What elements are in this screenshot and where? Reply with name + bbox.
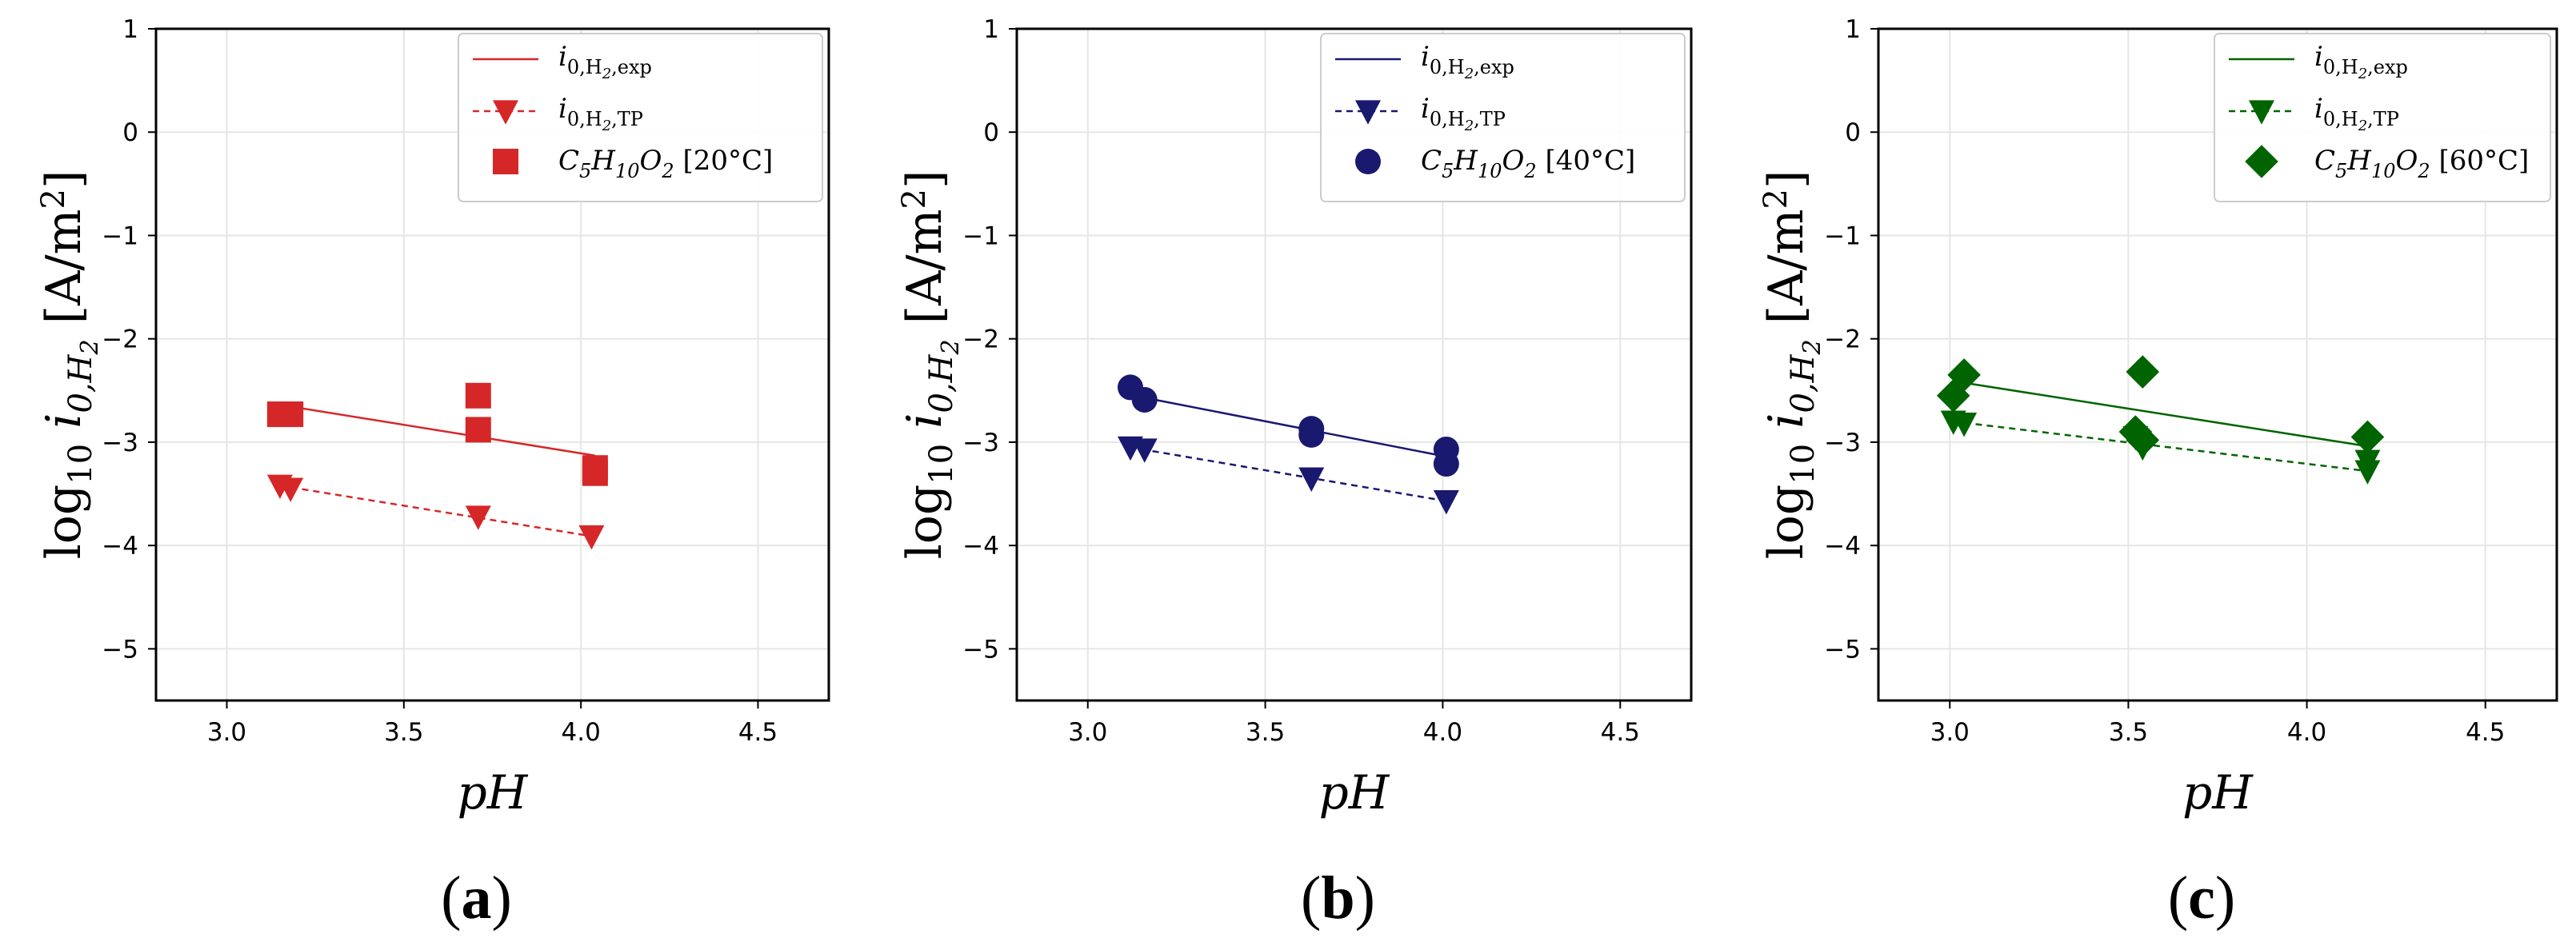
legend-label-exp: i0,H2,exp (2314, 41, 2408, 82)
legend-swatch-triangle (2249, 100, 2274, 125)
plot-frame (1015, 27, 1693, 702)
legend-box (2214, 33, 2551, 202)
legend-box (458, 33, 823, 202)
tp-triangle-point (278, 477, 304, 502)
tp-dashed-line (1953, 420, 2368, 473)
legend-label-tp: i0,H2,TP (1421, 93, 1506, 134)
data-point (1936, 378, 1970, 413)
legend: i0,H2,exp i0,H2,TP C5H10O2 [40°C] (1320, 33, 1686, 202)
data-point (465, 382, 491, 409)
legend-label-compound: C5H10O2 [40°C] (1421, 145, 1635, 182)
tp-triangle-point (2354, 460, 2381, 485)
y-tick-label: 1 (1845, 15, 1861, 44)
chart-panel-2: 3.0 3.5 4.0 4.5 1 0 −1 −2 −3 −4 −5 pH log10 i0,H2 [A… (896, 15, 1693, 932)
y-tick-label: −5 (962, 635, 999, 664)
legend-box (1320, 33, 1686, 202)
exp-fit-line (286, 405, 596, 457)
x-tick-label: 3.5 (2109, 718, 2148, 747)
data-point (2126, 355, 2160, 389)
series-group (266, 382, 608, 550)
y-axis-label: log10 i0,H2 [A/m2] (1758, 170, 1826, 560)
legend-swatch-marker (2245, 145, 2278, 178)
legend-swatch-triangle (493, 100, 518, 125)
tp-triangle-point (1951, 413, 1978, 437)
data-point (582, 460, 608, 486)
series-group (1936, 355, 2385, 485)
x-axis-label: pH (2182, 765, 2254, 820)
y-tick-label: −3 (962, 429, 999, 457)
y-tick-label: −5 (102, 635, 138, 664)
legend: i0,H2,exp i0,H2,TP C5H10O2 [60°C] (2214, 33, 2551, 202)
y-tick-label: −1 (962, 222, 999, 250)
legend-label-exp: i0,H2,exp (1421, 41, 1514, 82)
y-tick-label: −4 (962, 532, 999, 561)
x-tick-label: 4.5 (738, 718, 778, 747)
panel-label: (c) (2168, 864, 2235, 932)
tp-triangle-point (1433, 489, 1459, 515)
y-tick-label: −2 (102, 325, 138, 354)
y-axis-label: log10 i0,H2 [A/m2] (896, 170, 965, 560)
data-point (1947, 358, 1981, 392)
panel-label: (a) (441, 864, 512, 932)
x-axis-label: pH (458, 765, 529, 820)
y-tick-label: −4 (1824, 532, 1861, 561)
y-tick-label: 0 (122, 118, 138, 147)
panel-label: (b) (1301, 864, 1375, 932)
legend-swatch-triangle (1355, 100, 1381, 125)
data-point (278, 401, 304, 428)
y-tick-label: −1 (102, 222, 138, 250)
data-point (1433, 451, 1459, 477)
y-tick-label: −2 (962, 325, 999, 354)
y-tick-label: −5 (1824, 635, 1861, 664)
x-tick-label: 3.0 (1068, 718, 1107, 747)
data-point (465, 417, 491, 443)
y-tick-label: 0 (1845, 118, 1861, 147)
plot-frame (154, 27, 830, 702)
legend-label-tp: i0,H2,TP (558, 93, 643, 134)
legend-label-compound: C5H10O2 [20°C] (558, 145, 773, 182)
tp-dashed-line (279, 484, 592, 537)
y-tick-label: −3 (102, 429, 138, 457)
tp-dashed-line (1130, 446, 1447, 502)
y-tick-label: 1 (983, 15, 999, 44)
y-tick-label: −2 (1824, 325, 1861, 354)
legend-label-compound: C5H10O2 [60°C] (2314, 145, 2529, 182)
y-tick-label: 0 (983, 118, 999, 147)
y-tick-label: 1 (122, 15, 138, 44)
data-point (1298, 421, 1325, 448)
chart-panel-1: 3.0 3.5 4.0 4.5 1 0 −1 −2 −3 −4 −5 pH log10 i0,H2 [A… (35, 15, 830, 932)
data-point (1131, 386, 1158, 413)
data-point (2126, 423, 2160, 457)
x-tick-label: 3.0 (1930, 718, 1970, 747)
x-tick-label: 3.5 (384, 718, 423, 747)
x-tick-label: 3.0 (207, 718, 246, 747)
series-group (1117, 374, 1459, 515)
x-tick-label: 4.0 (1423, 718, 1462, 747)
legend-swatch-marker (493, 149, 518, 174)
legend-label-exp: i0,H2,exp (558, 41, 652, 82)
x-tick-label: 4.0 (562, 718, 601, 747)
tp-triangle-point (1131, 438, 1158, 463)
exp-fit-line (1960, 381, 2368, 448)
tp-triangle-point (578, 525, 605, 550)
tp-triangle-point (1298, 467, 1325, 492)
x-tick-label: 4.0 (2287, 718, 2326, 747)
y-tick-label: −4 (102, 532, 138, 561)
y-axis-label: log10 i0,H2 [A/m2] (35, 170, 104, 560)
legend-swatch-marker (1355, 149, 1381, 174)
exp-fit-line (1134, 394, 1447, 458)
x-tick-label: 4.5 (2466, 718, 2505, 747)
x-tick-label: 4.5 (1601, 718, 1640, 747)
y-tick-label: −3 (1824, 429, 1861, 457)
x-axis-label: pH (1319, 765, 1390, 820)
legend: i0,H2,exp i0,H2,TP C5H10O2 [20°C] (458, 33, 823, 202)
legend-label-tp: i0,H2,TP (2314, 93, 2399, 134)
plot-frame (1877, 27, 2558, 702)
tp-triangle-point (465, 505, 491, 530)
y-tick-label: −1 (1824, 222, 1861, 250)
x-tick-label: 3.5 (1246, 718, 1285, 747)
data-point (2350, 420, 2385, 454)
chart-panel-3: 3.0 3.5 4.0 4.5 1 0 −1 −2 −3 −4 −5 pH log10 i0,H2 [A… (1758, 15, 2558, 932)
